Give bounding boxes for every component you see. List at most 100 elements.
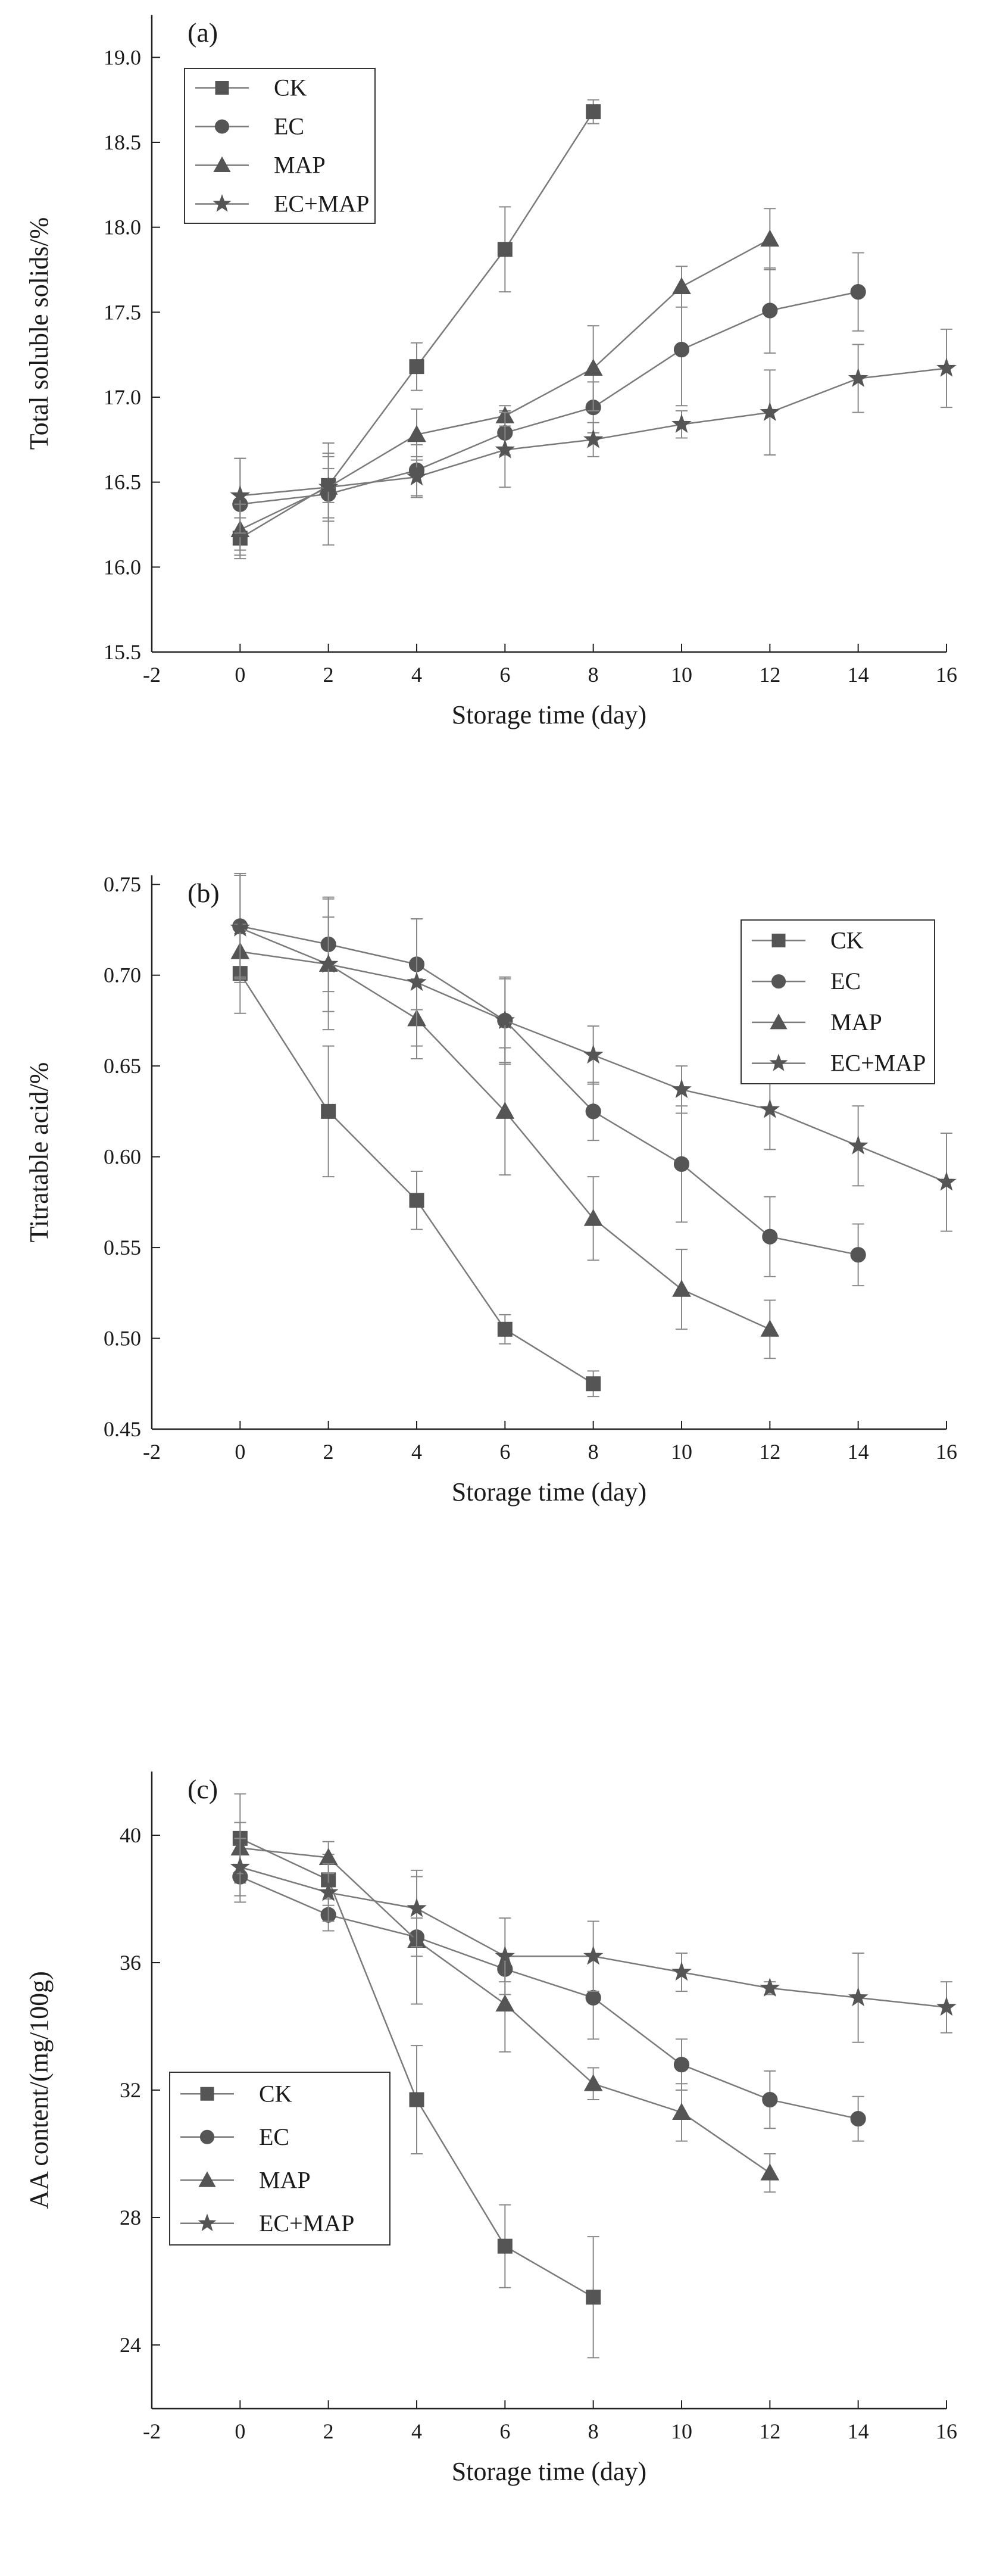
y-tick-label: 0.50	[104, 1327, 141, 1351]
legend-marker	[770, 1013, 788, 1030]
legend-marker	[200, 2087, 214, 2101]
y-tick-label: 0.45	[104, 1417, 141, 1441]
legend-marker	[213, 156, 231, 172]
data-point	[936, 357, 957, 377]
y-tick-label: 40	[120, 1823, 141, 1847]
y-axis-title: Titratable acid/%	[24, 1062, 54, 1243]
legend-label: EC	[274, 113, 304, 140]
x-tick-label: -2	[143, 1440, 161, 1464]
x-tick-label: 2	[323, 2419, 334, 2443]
legend-marker	[771, 974, 786, 989]
data-point	[583, 1044, 604, 1064]
x-tick-label: 10	[671, 1440, 692, 1464]
data-point	[409, 2092, 424, 2107]
y-tick-label: 15.5	[104, 640, 141, 664]
data-point	[760, 1099, 780, 1118]
legend-marker	[214, 119, 230, 134]
data-point	[583, 2074, 603, 2091]
data-point	[495, 1010, 516, 1030]
data-point	[673, 2057, 690, 2073]
y-tick-label: 0.70	[104, 963, 141, 987]
y-tick-label: 19.0	[104, 45, 141, 69]
x-tick-label: 8	[588, 663, 599, 687]
y-tick-label: 0.60	[104, 1145, 141, 1169]
data-point	[936, 1171, 957, 1191]
y-tick-label: 28	[120, 2206, 141, 2229]
data-point	[760, 229, 780, 247]
legend: CK EC MAP EC+MAP	[741, 919, 935, 1084]
data-point	[497, 242, 513, 257]
x-tick-label: 14	[848, 2419, 869, 2443]
series-line	[240, 291, 858, 506]
data-point	[586, 1376, 601, 1392]
series-ec	[232, 252, 866, 551]
y-tick-label: 0.55	[104, 1236, 141, 1259]
legend-marker	[213, 194, 232, 212]
x-axis-title: Storage time (day)	[452, 700, 646, 729]
panel-label: (b)	[188, 878, 220, 908]
legend-label: EC	[259, 2123, 289, 2150]
data-point	[762, 2091, 778, 2108]
x-axis-title: Storage time (day)	[452, 2457, 646, 2486]
legend-box	[741, 919, 935, 1084]
x-tick-label: 10	[671, 663, 692, 687]
x-tick-label: 4	[411, 663, 422, 687]
y-tick-label: 18.0	[104, 216, 141, 239]
data-point	[585, 1989, 601, 2006]
series-ec-map	[230, 872, 957, 1232]
data-point	[671, 1079, 692, 1099]
legend: CK EC MAP EC+MAP	[169, 2072, 390, 2246]
legend-marker	[198, 2213, 217, 2232]
legend-label: EC	[830, 968, 861, 994]
legend-marker	[198, 2171, 216, 2187]
data-point	[495, 439, 516, 459]
data-point	[848, 1135, 868, 1155]
y-tick-label: 0.65	[104, 1054, 141, 1078]
x-tick-label: 14	[848, 663, 869, 687]
data-point	[407, 425, 426, 442]
data-point	[407, 1898, 427, 1917]
data-point	[318, 1882, 339, 1901]
legend-label: CK	[830, 927, 864, 953]
data-point	[673, 1156, 690, 1172]
x-tick-label: 12	[759, 2419, 780, 2443]
x-tick-label: 6	[499, 663, 510, 687]
data-point	[850, 2111, 866, 2127]
series-line	[239, 1876, 858, 2120]
series-line	[240, 925, 858, 1256]
legend-marker	[215, 81, 229, 95]
legend-marker	[769, 1053, 788, 1071]
y-tick-label: 17.5	[104, 300, 141, 324]
data-point	[407, 466, 427, 486]
x-tick-label: 4	[411, 2419, 422, 2443]
y-axis-title: Total soluble solids/%	[24, 217, 54, 450]
legend-label: MAP	[830, 1009, 882, 1036]
data-point	[850, 1247, 866, 1263]
legend-label: CK	[259, 2080, 292, 2107]
data-point	[495, 1994, 515, 2012]
legend-label: CK	[274, 74, 307, 101]
y-tick-label: 36	[120, 1951, 141, 1975]
y-tick-label: 17.0	[104, 385, 141, 409]
data-point	[848, 1987, 868, 2007]
data-point	[762, 302, 778, 319]
y-tick-label: 16.0	[104, 555, 141, 579]
data-point	[585, 1103, 601, 1119]
data-point	[672, 1280, 691, 1297]
x-tick-label: 2	[323, 1440, 334, 1464]
x-tick-label: 12	[759, 1440, 780, 1464]
x-tick-label: 14	[848, 1440, 869, 1464]
x-tick-label: 0	[235, 663, 245, 687]
x-tick-label: 16	[936, 1440, 957, 1464]
data-point	[762, 1228, 778, 1245]
data-point	[760, 1978, 780, 1997]
x-tick-label: 8	[588, 1440, 599, 1464]
x-tick-label: 2	[323, 663, 334, 687]
data-point	[760, 1320, 780, 1337]
x-tick-label: 16	[936, 663, 957, 687]
x-axis-title: Storage time (day)	[452, 1477, 646, 1507]
data-point	[497, 2238, 513, 2254]
chart-panel-2: -2 0 2 4 6 8 10 12 14 16 0.45 0.50 0.55 0.60 0.65 0.70 0…	[24, 872, 957, 1507]
